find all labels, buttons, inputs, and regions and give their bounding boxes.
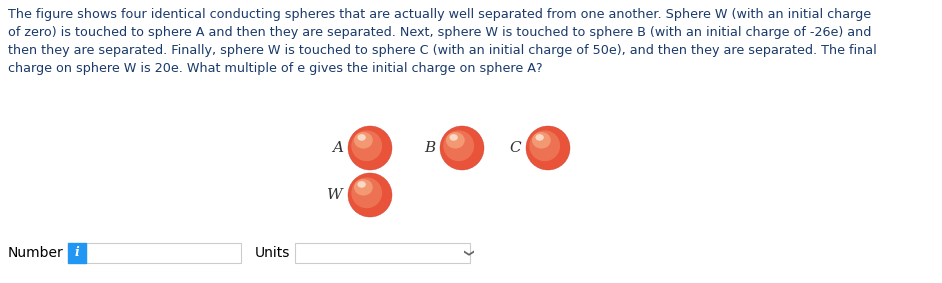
Ellipse shape: [444, 130, 474, 161]
Ellipse shape: [535, 134, 544, 141]
FancyBboxPatch shape: [295, 243, 470, 263]
Text: i: i: [74, 246, 79, 260]
Text: ❯: ❯: [462, 249, 472, 257]
Ellipse shape: [526, 126, 570, 170]
Ellipse shape: [529, 130, 560, 161]
Ellipse shape: [348, 173, 392, 217]
FancyBboxPatch shape: [86, 243, 241, 263]
Ellipse shape: [357, 181, 365, 188]
Ellipse shape: [440, 126, 484, 170]
Ellipse shape: [532, 132, 551, 149]
Ellipse shape: [348, 126, 392, 170]
Text: C: C: [510, 141, 521, 155]
Text: Number: Number: [8, 246, 64, 260]
Text: Units: Units: [255, 246, 290, 260]
Text: B: B: [424, 141, 435, 155]
Ellipse shape: [351, 130, 382, 161]
Ellipse shape: [354, 179, 373, 196]
Ellipse shape: [357, 134, 365, 141]
Text: then they are separated. Finally, sphere W is touched to sphere C (with an initi: then they are separated. Finally, sphere…: [8, 44, 877, 57]
Text: The figure shows four identical conducting spheres that are actually well separa: The figure shows four identical conducti…: [8, 8, 871, 21]
Ellipse shape: [447, 132, 464, 149]
Text: charge on sphere W is 20e. What multiple of e gives the initial charge on sphere: charge on sphere W is 20e. What multiple…: [8, 62, 543, 75]
FancyBboxPatch shape: [68, 243, 86, 263]
Ellipse shape: [449, 134, 458, 141]
Ellipse shape: [354, 132, 373, 149]
Text: of zero) is touched to sphere A and then they are separated. Next, sphere W is t: of zero) is touched to sphere A and then…: [8, 26, 871, 39]
Text: A: A: [332, 141, 343, 155]
Ellipse shape: [351, 177, 382, 208]
Text: W: W: [328, 188, 343, 202]
